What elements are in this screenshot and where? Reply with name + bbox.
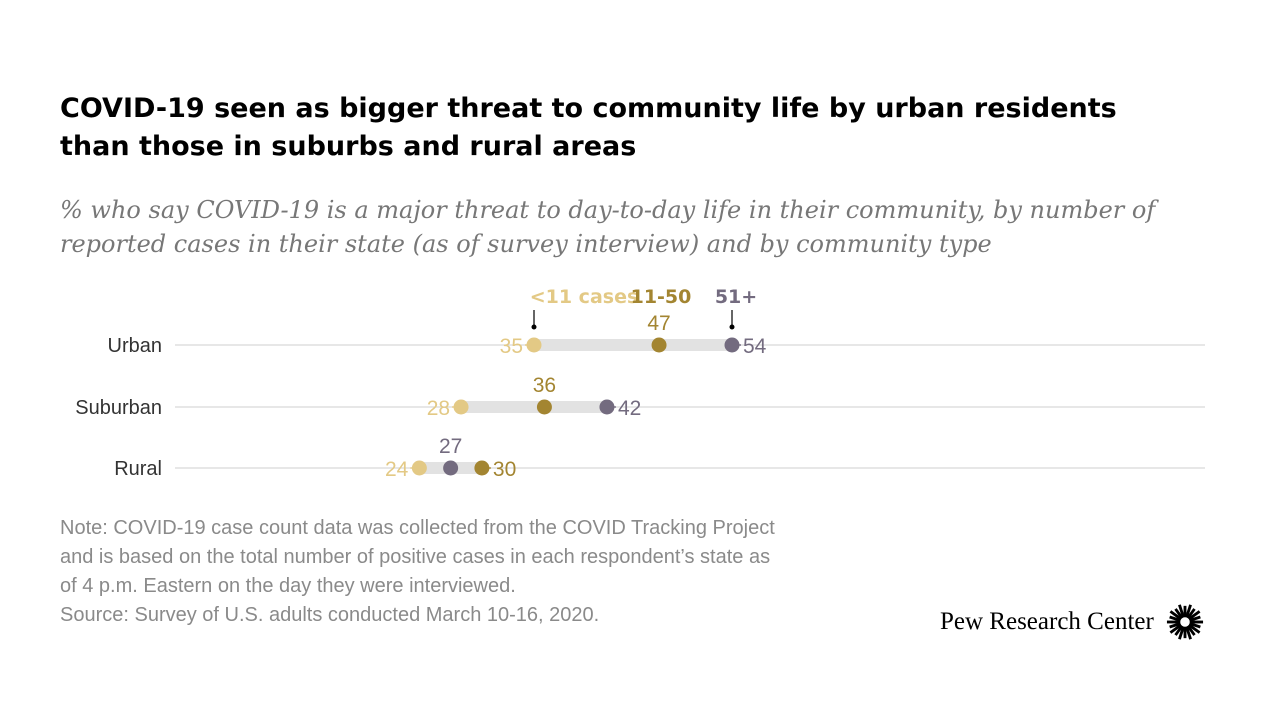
note-line: Note: COVID-19 case count data was colle…	[60, 517, 775, 539]
sunburst-ray	[1188, 622, 1201, 629]
data-point	[453, 399, 469, 415]
data-label: 47	[647, 312, 670, 335]
legend-label: 11-50	[631, 286, 692, 308]
data-point	[536, 399, 552, 415]
data-label: 27	[439, 435, 462, 458]
data-label: 30	[493, 458, 516, 481]
data-label: 24	[385, 458, 409, 481]
title-line-2: than those in suburbs and rural areas	[60, 131, 637, 162]
sunburst-ray	[1187, 610, 1201, 621]
subtitle-line-2: reported cases in their state (as of sur…	[60, 230, 992, 258]
data-label: 54	[743, 335, 767, 358]
sunburst-ray	[1169, 615, 1181, 622]
data-label: 42	[618, 397, 641, 420]
category-label: Rural	[114, 458, 162, 480]
data-point	[651, 337, 667, 353]
sunburst-ray	[1188, 615, 1201, 622]
sunburst-ray	[1177, 626, 1185, 640]
data-point	[724, 337, 740, 353]
sunburst-ray	[1186, 625, 1196, 636]
sunburst-ray	[1186, 608, 1196, 619]
source-line: Source: Survey of U.S. adults conducted …	[60, 604, 600, 626]
sunburst-ray	[1169, 623, 1182, 634]
data-label: 36	[533, 374, 556, 397]
subtitle-line-1: % who say COVID-19 is a major threat to …	[60, 196, 1156, 224]
pew-sunburst-icon	[1166, 604, 1203, 640]
data-point	[526, 337, 542, 353]
data-point	[443, 460, 459, 476]
legend-label: 51+	[715, 286, 757, 308]
note-line: and is based on the total number of posi…	[60, 546, 771, 568]
sunburst-ray	[1169, 610, 1182, 621]
data-point	[599, 399, 615, 415]
category-label: Suburban	[75, 397, 162, 419]
title-line-1: COVID-19 seen as bigger threat to commun…	[60, 93, 1117, 124]
chart-title: COVID-19 seen as bigger threat to commun…	[60, 90, 1220, 166]
data-point	[411, 460, 427, 476]
brand-logo: Pew Research Center	[940, 604, 1204, 640]
category-label: Urban	[108, 335, 162, 357]
note-line: of 4 p.m. Eastern on the day they were i…	[60, 575, 516, 597]
data-label: 35	[500, 335, 523, 358]
sunburst-ray	[1184, 626, 1192, 640]
sunburst-ray	[1184, 604, 1192, 618]
sunburst-ray	[1174, 625, 1184, 636]
sunburst-ray	[1187, 623, 1201, 634]
chart-note: Note: COVID-19 case count data was colle…	[60, 514, 900, 630]
data-point	[474, 460, 490, 476]
legend-label: <11 cases	[530, 286, 639, 308]
sunburst-ray	[1174, 608, 1184, 619]
data-label: 28	[427, 397, 450, 420]
sunburst-ray	[1169, 622, 1181, 629]
dot-range-chart: Urban 35 47 54 Suburban 28 36 42 Rural 24 27 30 <11 …	[75, 286, 1205, 481]
sunburst-ray	[1177, 604, 1185, 618]
brand-name: Pew Research Center	[940, 608, 1154, 635]
chart-subtitle: % who say COVID-19 is a major threat to …	[60, 193, 1230, 261]
